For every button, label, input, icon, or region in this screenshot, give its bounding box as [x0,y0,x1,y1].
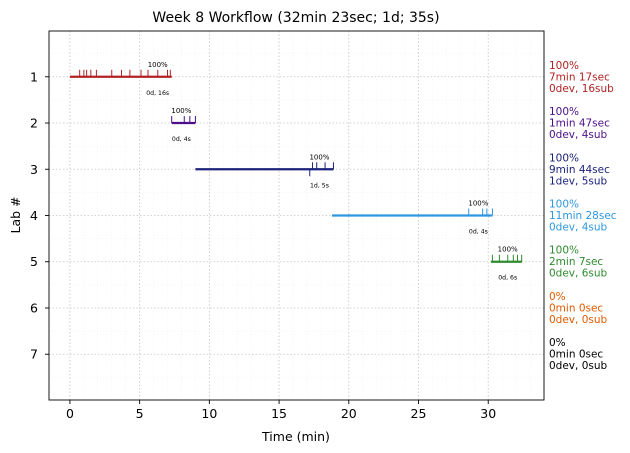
lab-3-summary-line: 9min 44sec [549,164,610,176]
y-tick-label: 7 [30,347,38,362]
lab-6-summary-line: 0dev, 0sub [549,314,608,326]
x-tick-label: 15 [271,406,287,421]
lab-4-submission-summary: 0d, 4s [469,229,488,236]
lab-bars: 100% 0d, 16s 100% 0d, 4s 100% 1d, 5s 100% 0d, 4… [69,61,523,282]
lab-1-summary-line: 0dev, 16sub [549,83,614,95]
lab-5-summary-line: 0dev, 6sub [549,268,608,280]
lab-1-summary-line: 7min 17sec [549,71,610,83]
lab-2-percent-label: 100% [171,107,191,115]
axis-ticks: 0 5 10 15 20 25 30 1 2 3 4 5 6 7 [30,69,496,421]
lab-2-summary-line: 100% [549,106,579,118]
x-tick-label: 10 [201,406,217,421]
x-tick-label: 25 [411,406,427,421]
x-axis-label: Time (min) [261,429,330,444]
lab-3-summary-line: 1dev, 5sub [549,175,608,187]
y-tick-label: 5 [30,254,38,269]
y-tick-label: 1 [30,69,38,84]
y-axis-label: Lab # [8,196,23,233]
lab-4-summary-line: 11min 28sec [549,210,617,222]
lab-5-submission-summary: 0d, 6s [498,275,517,282]
lab-7-summary-line: 0dev, 0sub [549,360,608,372]
y-tick-label: 6 [30,300,38,315]
lab-1-percent-label: 100% [148,61,168,69]
chart-title: Week 8 Workflow (32min 23sec; 1d; 35s) [152,10,439,26]
x-tick-label: 20 [341,406,357,421]
lab-3-summary-line: 100% [549,152,579,164]
lab-5-summary-line: 2min 7sec [549,256,603,268]
y-tick-label: 2 [30,116,38,131]
lab-4-percent-label: 100% [468,200,488,208]
lab-3-percent-label: 100% [309,153,329,161]
lab-3-submission-summary: 1d, 5s [310,182,329,189]
lab-5-summary-line: 100% [549,245,579,257]
lab-7-summary-line: 0min 0sec [549,349,603,361]
x-tick-label: 0 [66,406,74,421]
lab-1-summary-line: 100% [549,60,579,72]
lab-4-summary-line: 100% [549,199,579,211]
lab-2-submission-summary: 0d, 4s [172,136,191,143]
lab-6-summary-line: 0min 0sec [549,302,603,314]
y-tick-label: 4 [30,208,38,223]
lab-1-submission-summary: 0d, 16s [146,90,169,97]
x-tick-label: 30 [480,406,496,421]
lab-5-percent-label: 100% [498,246,518,254]
lab-2-summary-line: 1min 47sec [549,118,610,130]
lab-7-summary-line: 0% [549,337,566,349]
lab-4-summary-line: 0dev, 4sub [549,222,608,234]
y-tick-label: 3 [30,162,38,177]
x-tick-label: 5 [136,406,144,421]
lab-6-summary-line: 0% [549,291,566,303]
lab-2-summary-line: 0dev, 4sub [549,129,608,141]
